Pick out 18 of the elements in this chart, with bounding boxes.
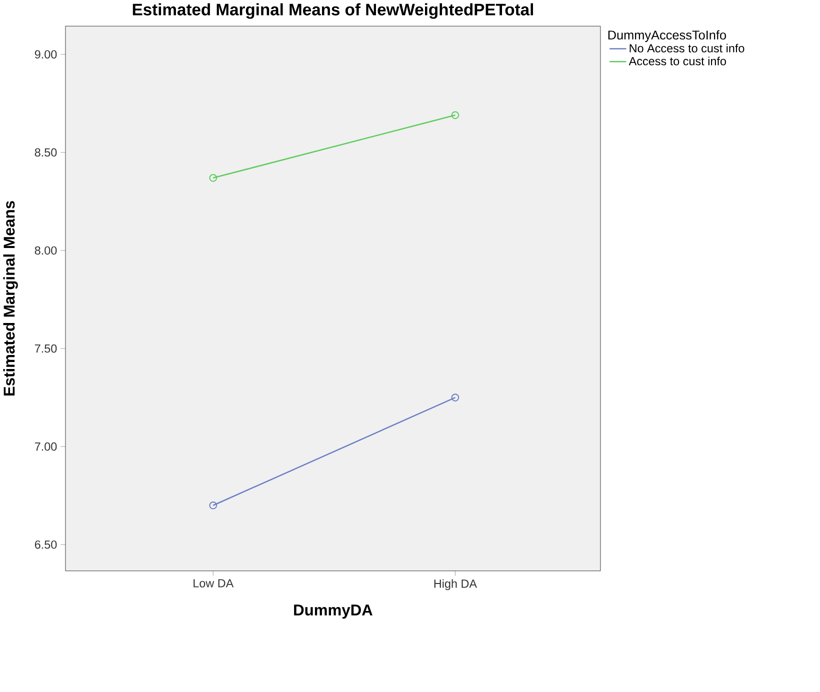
- y-tick-label: 8.50: [34, 148, 57, 156]
- legend-label: No Access to cust info: [630, 44, 744, 52]
- y-tick-label: 6.50: [34, 540, 57, 549]
- x-tick-label: Low DA: [194, 578, 234, 588]
- point: [451, 111, 460, 119]
- point: [209, 174, 218, 182]
- point: [451, 393, 460, 402]
- chart-title: Estimated Marginal Means of NewWeightedPETotal: [132, 3, 533, 19]
- y-axis-title: Estimated Marginal Means: [3, 200, 18, 396]
- legend-title: DummyAccessToInfo: [608, 30, 726, 42]
- legend-label: Access to cust info: [628, 56, 726, 66]
- y-tick-label: 8.00: [34, 246, 57, 254]
- y-tick-label: 7.00: [34, 442, 57, 450]
- point: [209, 501, 218, 510]
- x-tick-label: High DA: [434, 578, 477, 590]
- y-tick-label: 7.50: [34, 344, 57, 352]
- x-axis-title: DummyDA: [294, 604, 372, 618]
- y-tick-label: 9.00: [34, 50, 57, 58]
